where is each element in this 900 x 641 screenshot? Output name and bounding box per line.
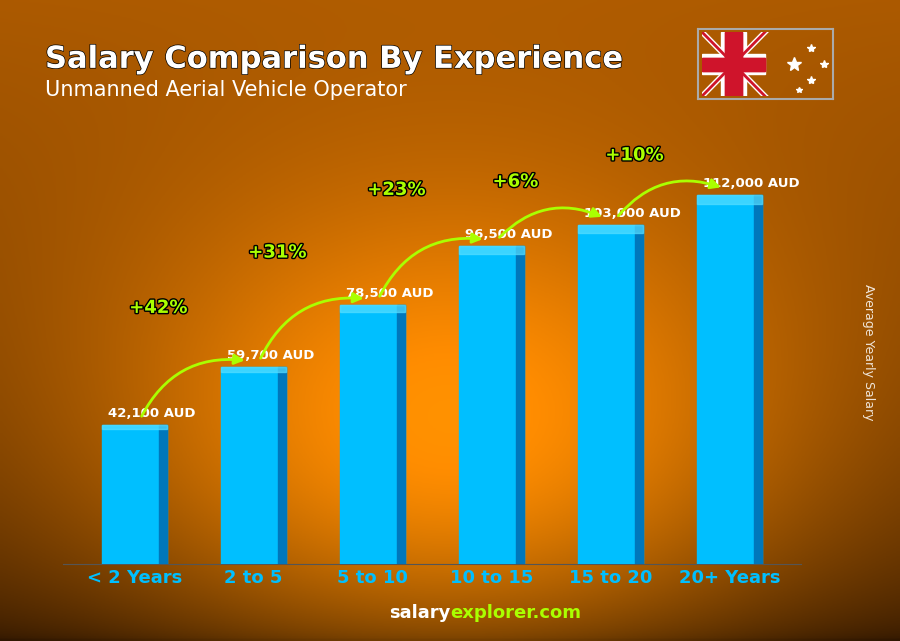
Bar bbox=[578, 224, 644, 233]
Bar bbox=[578, 224, 644, 564]
Bar bbox=[702, 58, 765, 71]
Bar bbox=[278, 367, 286, 564]
Text: +23%: +23% bbox=[367, 181, 426, 199]
Bar bbox=[459, 246, 524, 254]
Text: 59,700 AUD: 59,700 AUD bbox=[227, 349, 314, 362]
Text: Salary Comparison By Experience: Salary Comparison By Experience bbox=[45, 45, 621, 74]
Bar bbox=[340, 305, 405, 564]
Bar bbox=[635, 224, 644, 564]
Bar bbox=[220, 367, 286, 564]
Bar bbox=[697, 195, 762, 204]
Text: salary: salary bbox=[389, 604, 450, 622]
Text: Average Yearly Salary: Average Yearly Salary bbox=[862, 285, 875, 420]
Bar bbox=[702, 58, 765, 71]
Bar bbox=[220, 367, 286, 372]
Bar bbox=[340, 305, 405, 312]
Text: 78,500 AUD: 78,500 AUD bbox=[346, 287, 433, 301]
Bar bbox=[159, 425, 167, 564]
Bar bbox=[725, 32, 742, 96]
Bar bbox=[340, 305, 405, 564]
Bar bbox=[754, 195, 762, 564]
Bar bbox=[398, 305, 405, 564]
Text: 112,000 AUD: 112,000 AUD bbox=[703, 177, 799, 190]
Text: 42,100 AUD: 42,100 AUD bbox=[108, 407, 195, 420]
Bar bbox=[102, 425, 167, 429]
Bar bbox=[578, 224, 644, 564]
Bar bbox=[697, 195, 762, 564]
Text: 103,000 AUD: 103,000 AUD bbox=[584, 206, 680, 220]
Bar bbox=[459, 246, 524, 564]
Text: explorer.com: explorer.com bbox=[450, 604, 581, 622]
Bar bbox=[220, 367, 286, 564]
Bar bbox=[459, 246, 524, 564]
Bar bbox=[702, 54, 765, 74]
Text: +10%: +10% bbox=[606, 146, 663, 164]
Bar bbox=[102, 425, 167, 564]
Bar bbox=[721, 32, 746, 96]
Text: +42%: +42% bbox=[130, 299, 187, 317]
Text: +6%: +6% bbox=[492, 172, 538, 190]
Text: +31%: +31% bbox=[248, 244, 306, 262]
Bar bbox=[725, 32, 742, 96]
Bar bbox=[517, 246, 525, 564]
Text: 96,500 AUD: 96,500 AUD bbox=[464, 228, 553, 241]
Bar bbox=[102, 425, 167, 564]
Bar bbox=[697, 195, 762, 564]
Text: Unmanned Aerial Vehicle Operator: Unmanned Aerial Vehicle Operator bbox=[45, 80, 407, 100]
